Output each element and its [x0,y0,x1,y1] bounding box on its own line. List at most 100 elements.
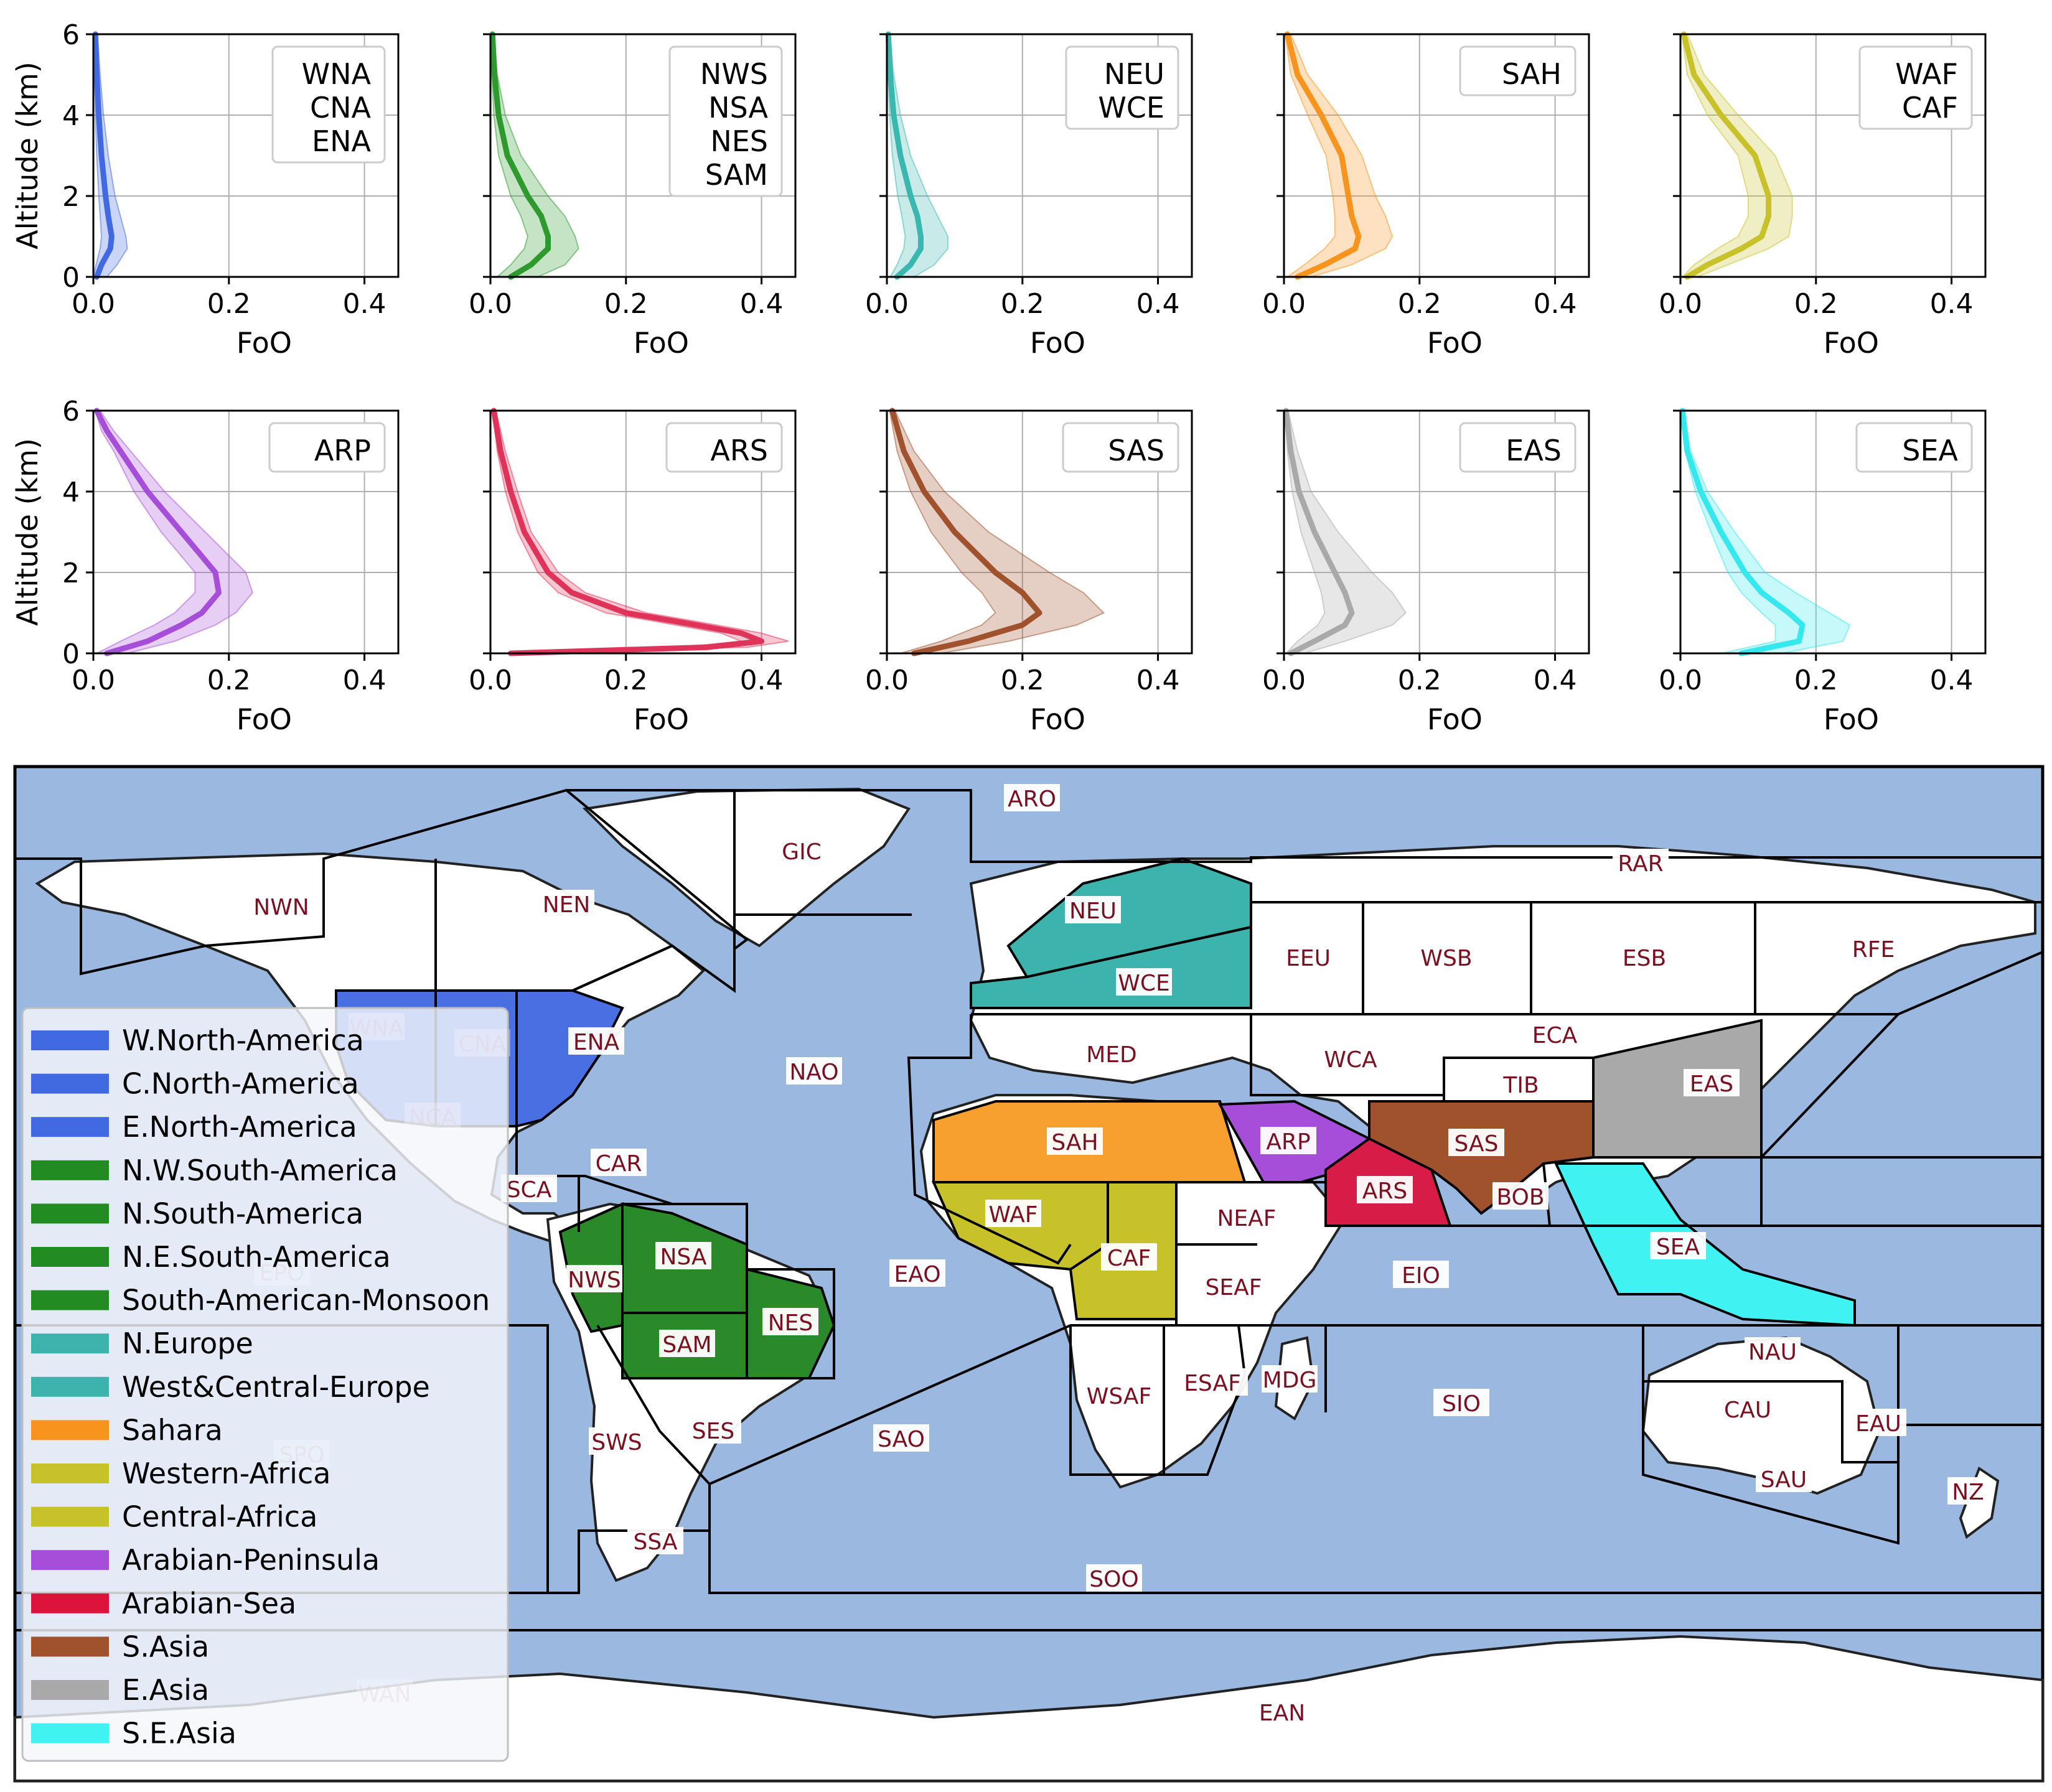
uncertainty-band [1680,34,1793,278]
legend-entry: West&Central-Europe [31,1370,430,1404]
label-bg [1418,943,1474,971]
region-label-ARP: ARP [1260,1127,1316,1155]
region-label-BOB: BOB [1492,1182,1548,1210]
mean-profile-line [885,31,924,280]
label-bg [589,1427,645,1455]
region-label-NWN: NWN [253,892,309,920]
map-legend: W.North-America C.North-America E.North-Am… [21,1007,509,1762]
x-axis-label: FoO [1427,702,1483,736]
legend-entry: South-American-Monsoon [31,1284,490,1317]
region-label-SCA: SCA [501,1175,557,1203]
region-label-CAU: CAU [1720,1395,1776,1423]
region-label-NAU: NAU [1745,1337,1801,1365]
region-code: ESB [1623,946,1666,971]
region-code: NWN [253,895,309,920]
mean-profile-line [490,408,765,656]
label-bg [1684,1069,1740,1096]
label-bg [1850,1409,1906,1436]
panel-legend-label: ARP [314,434,371,467]
y-tick-label: 6 [62,19,80,51]
region-label-ENA: ENA [568,1027,624,1055]
region-code: EAS [1690,1071,1733,1097]
y-tick-label: 2 [62,558,80,589]
region-label-SAH: SAH [1047,1127,1103,1155]
x-axis-label: FoO [1824,326,1879,360]
panel-legend-label: NSA [708,91,768,124]
x-tick-label: 0.2 [207,288,251,320]
label-bg [786,1057,842,1085]
x-tick-label: 0.4 [1136,288,1180,320]
region-code: SAS [1455,1131,1499,1157]
panel-legend-label: NEU [1104,57,1164,91]
x-tick-label: 0.0 [72,288,115,320]
region-code: NSA [660,1244,706,1270]
region-label-RAR: RAR [1613,849,1669,877]
legend-swatch [31,1290,109,1310]
region-code: NES [768,1310,813,1336]
region-label-MDG: MDG [1262,1365,1318,1393]
label-bg [1254,1698,1310,1725]
axes-frame [92,409,400,655]
x-tick-label: 0.2 [1001,288,1044,320]
legend-entry: Western-Africa [31,1457,330,1490]
legend-swatch [31,1160,109,1180]
x-tick-label: 0.4 [1136,665,1180,696]
label-bg [1492,1182,1548,1210]
legend-swatch [31,1247,109,1267]
region-label-SAS: SAS [1448,1129,1504,1157]
legend-label: Western-Africa [122,1457,330,1490]
x-axis-label: FoO [634,702,689,736]
x-tick-label: 0.0 [865,288,909,320]
panel-8: 0.0 0.2 0.4 FoO SAS [865,408,1193,736]
axes-frame [489,33,797,278]
legend-label: N.W.South-America [122,1154,398,1187]
region-code: TIB [1502,1073,1539,1098]
x-tick-label: 0.4 [1930,665,1974,696]
region-label-NES: NES [762,1308,818,1336]
label-bg [655,1242,711,1269]
legend-swatch [31,1376,109,1397]
panel-legend-box [665,422,783,473]
region-code: SEAF [1206,1275,1262,1300]
region-label-SSA: SSA [627,1527,683,1555]
region-code: SAO [878,1427,925,1452]
region-label-SEAF: SEAF [1198,1272,1269,1300]
legend-label: E.Asia [122,1673,209,1707]
region-code: RFE [1852,937,1895,963]
region-code: NAU [1748,1340,1797,1365]
label-bg [1211,1203,1282,1231]
label-bg [1357,1176,1413,1203]
region-code: SEA [1656,1234,1700,1260]
legend-label: Sahara [122,1413,223,1447]
label-bg [685,1416,741,1444]
label-bg [1616,943,1672,971]
x-tick-label: 0.2 [1794,665,1838,696]
region-code: SWS [591,1430,642,1455]
mean-profile-line [93,408,222,656]
region-label-EAN: EAN [1254,1698,1310,1726]
region-code: ENA [573,1030,620,1055]
region-label-EAU: EAU [1850,1409,1906,1437]
label-bg [1047,1127,1103,1155]
label-bg [1323,1045,1379,1072]
panel-legend-box [1065,45,1179,130]
region-label-SOO: SOO [1086,1564,1142,1592]
label-bg [1084,1040,1140,1067]
region-label-CAR: CAR [591,1149,647,1177]
legend-swatch [31,1593,109,1613]
axes-frame [92,33,400,278]
panel-legend-label: NES [710,124,768,158]
y-tick-label: 4 [62,477,80,508]
x-tick-label: 0.0 [1659,288,1702,320]
uncertainty-band [1284,410,1407,654]
legend-entry: E.Asia [31,1673,209,1707]
uncertainty-band [887,34,949,278]
legend-entry: N.South-America [31,1197,363,1230]
region-label-SWS: SWS [589,1427,645,1455]
label-bg [1086,1564,1142,1592]
mean-profile-line [889,408,1042,656]
